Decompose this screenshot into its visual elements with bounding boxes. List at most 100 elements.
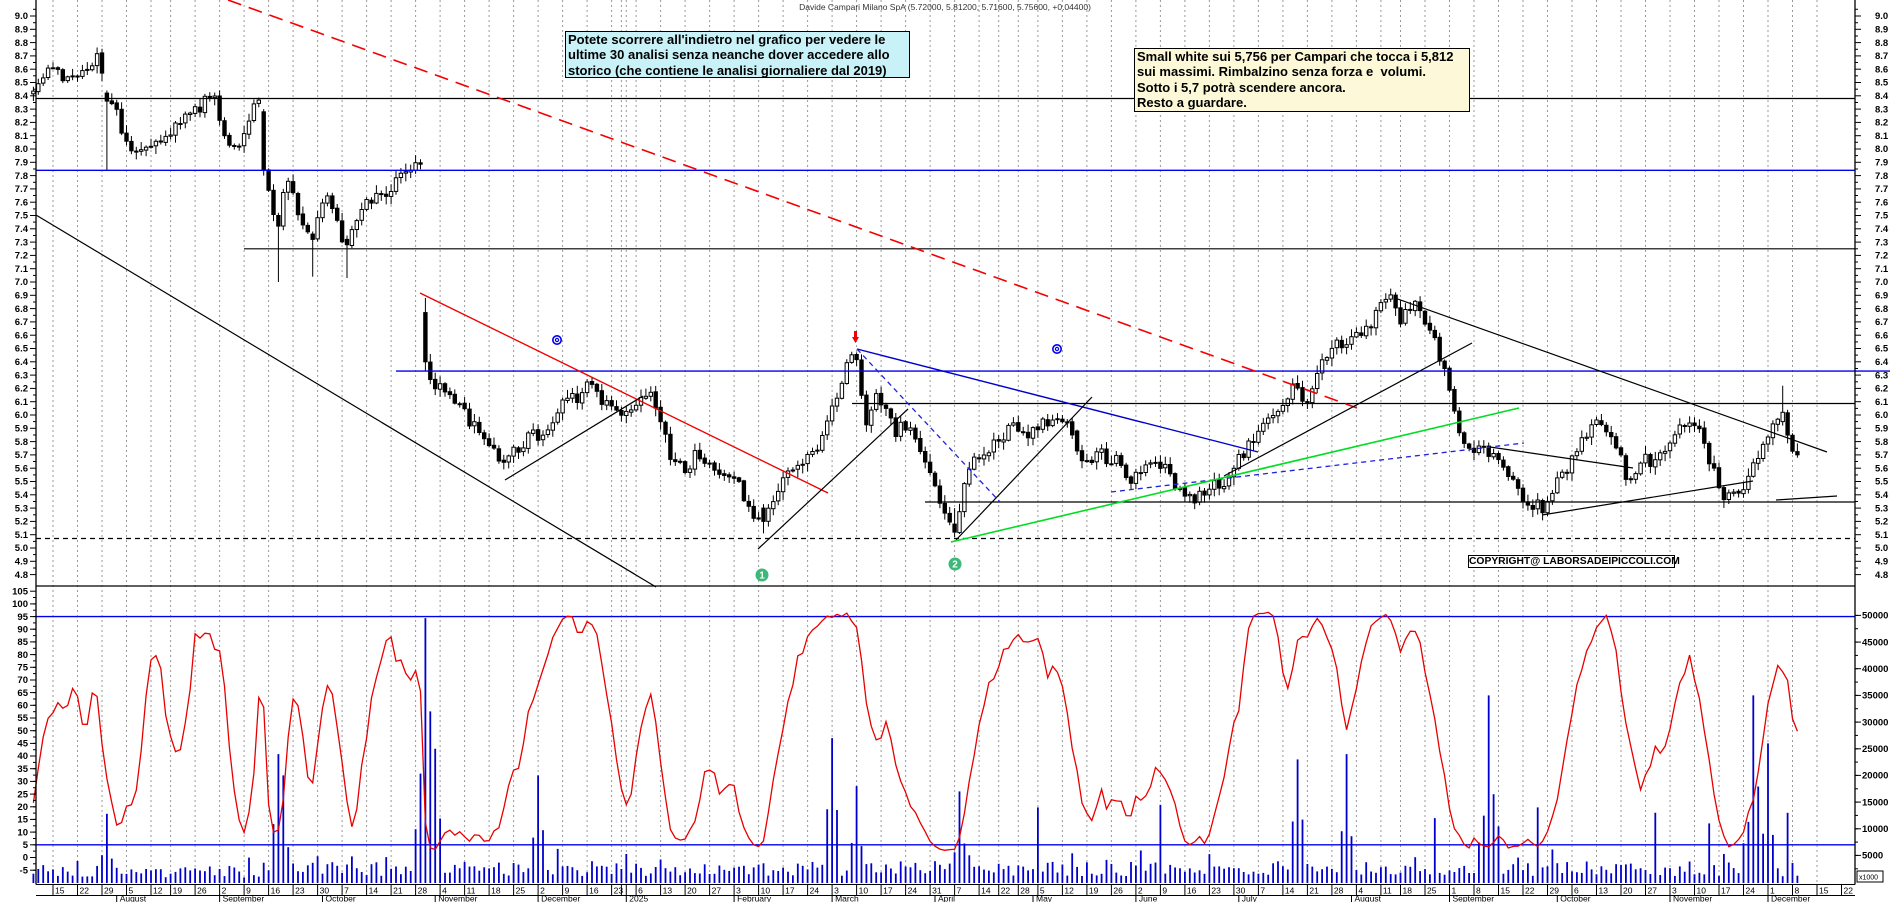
- svg-text:55: 55: [17, 713, 28, 724]
- svg-text:65: 65: [17, 688, 28, 699]
- svg-text:6.9: 6.9: [1875, 291, 1888, 302]
- svg-text:March: March: [835, 894, 859, 902]
- svg-text:15: 15: [1501, 885, 1511, 895]
- svg-text:8.9: 8.9: [1875, 25, 1888, 36]
- svg-text:8.6: 8.6: [1875, 64, 1888, 75]
- svg-text:6.7: 6.7: [15, 317, 28, 328]
- svg-text:7.0: 7.0: [15, 277, 28, 288]
- svg-text:20: 20: [687, 885, 697, 895]
- svg-text:25: 25: [1427, 885, 1437, 895]
- svg-text:17: 17: [883, 885, 893, 895]
- svg-text:5: 5: [1040, 885, 1045, 895]
- svg-text:7.8: 7.8: [15, 171, 28, 182]
- svg-text:5.6: 5.6: [1875, 463, 1888, 474]
- svg-text:5.1: 5.1: [1875, 530, 1889, 541]
- svg-text:28: 28: [1020, 885, 1030, 895]
- svg-text:8.4: 8.4: [1875, 91, 1889, 102]
- svg-text:5.0: 5.0: [15, 543, 28, 554]
- svg-text:5.9: 5.9: [1875, 424, 1888, 435]
- svg-text:8: 8: [1476, 885, 1481, 895]
- svg-text:6.5: 6.5: [15, 344, 29, 355]
- svg-text:6.6: 6.6: [1875, 330, 1888, 341]
- svg-text:6: 6: [638, 885, 643, 895]
- svg-text:80: 80: [17, 650, 28, 661]
- svg-text:9.0: 9.0: [1875, 11, 1888, 22]
- svg-text:6.4: 6.4: [1875, 357, 1889, 368]
- svg-text:15: 15: [1819, 885, 1829, 895]
- svg-text:February: February: [737, 894, 772, 902]
- svg-text:7.3: 7.3: [1875, 237, 1888, 248]
- svg-text:45: 45: [17, 739, 28, 750]
- svg-text:35: 35: [17, 764, 28, 775]
- svg-text:9: 9: [1162, 885, 1167, 895]
- svg-text:6.6: 6.6: [15, 330, 28, 341]
- svg-text:28: 28: [418, 885, 428, 895]
- svg-text:6.7: 6.7: [1875, 317, 1888, 328]
- svg-text:November: November: [1673, 894, 1712, 902]
- svg-text:8.1: 8.1: [1875, 131, 1889, 142]
- svg-text:6.9: 6.9: [15, 291, 28, 302]
- svg-text:15: 15: [55, 885, 65, 895]
- svg-text:100: 100: [12, 599, 28, 610]
- svg-text:5.6: 5.6: [15, 463, 28, 474]
- svg-text:6.0: 6.0: [1875, 410, 1888, 421]
- svg-text:30: 30: [17, 777, 28, 788]
- svg-text:13: 13: [1599, 885, 1609, 895]
- svg-text:8.0: 8.0: [15, 144, 28, 155]
- svg-text:22: 22: [1525, 885, 1535, 895]
- svg-text:6.1: 6.1: [1875, 397, 1889, 408]
- svg-text:95: 95: [17, 612, 28, 623]
- svg-text:13: 13: [663, 885, 673, 895]
- svg-text:5.2: 5.2: [15, 517, 28, 528]
- svg-text:5: 5: [129, 885, 134, 895]
- svg-text:8.8: 8.8: [1875, 38, 1888, 49]
- svg-text:5.3: 5.3: [15, 503, 28, 514]
- svg-text:40: 40: [17, 751, 28, 762]
- svg-text:30: 30: [1236, 885, 1246, 895]
- svg-text:9: 9: [565, 885, 570, 895]
- svg-text:8.2: 8.2: [1875, 118, 1888, 129]
- svg-text:16: 16: [1187, 885, 1197, 895]
- svg-text:7.7: 7.7: [1875, 184, 1888, 195]
- svg-text:6.0: 6.0: [15, 410, 28, 421]
- svg-text:8.4: 8.4: [15, 91, 29, 102]
- svg-text:90: 90: [17, 624, 28, 635]
- svg-text:5.3: 5.3: [1875, 503, 1888, 514]
- svg-text:60: 60: [17, 701, 28, 712]
- svg-text:0: 0: [23, 853, 28, 864]
- svg-text:7.4: 7.4: [1875, 224, 1889, 235]
- svg-text:5.5: 5.5: [1875, 477, 1889, 488]
- svg-text:5.7: 5.7: [15, 450, 28, 461]
- svg-text:10: 10: [17, 827, 28, 838]
- svg-text:Davide Campari Milano SpA (5.7: Davide Campari Milano SpA (5.72000, 5.81…: [799, 2, 1091, 12]
- svg-text:6.2: 6.2: [1875, 384, 1888, 395]
- svg-text:7: 7: [1260, 885, 1265, 895]
- svg-text:October: October: [1560, 894, 1590, 902]
- svg-text:19: 19: [173, 885, 183, 895]
- svg-text:70: 70: [17, 675, 28, 686]
- svg-text:5.7: 5.7: [1875, 450, 1888, 461]
- svg-text:27: 27: [1648, 885, 1658, 895]
- svg-text:8.9: 8.9: [15, 25, 28, 36]
- svg-text:5.5: 5.5: [15, 477, 29, 488]
- svg-text:4: 4: [442, 885, 447, 895]
- svg-text:9: 9: [246, 885, 251, 895]
- svg-text:2: 2: [540, 885, 545, 895]
- svg-text:8.8: 8.8: [15, 38, 28, 49]
- svg-text:6.3: 6.3: [15, 370, 28, 381]
- svg-text:12: 12: [153, 885, 163, 895]
- svg-text:5: 5: [23, 840, 29, 851]
- svg-text:31: 31: [932, 885, 942, 895]
- svg-text:7.6: 7.6: [1875, 197, 1888, 208]
- svg-text:6.4: 6.4: [15, 357, 29, 368]
- svg-text:105: 105: [12, 586, 29, 597]
- svg-text:25000: 25000: [1862, 744, 1888, 755]
- svg-text:18: 18: [1403, 885, 1413, 895]
- svg-text:23: 23: [1211, 885, 1221, 895]
- svg-text:25: 25: [17, 789, 28, 800]
- svg-text:4.9: 4.9: [1875, 557, 1888, 568]
- svg-text:30000: 30000: [1862, 717, 1888, 728]
- svg-text:7.2: 7.2: [1875, 251, 1888, 262]
- svg-text:16: 16: [271, 885, 281, 895]
- svg-text:15000: 15000: [1862, 797, 1888, 808]
